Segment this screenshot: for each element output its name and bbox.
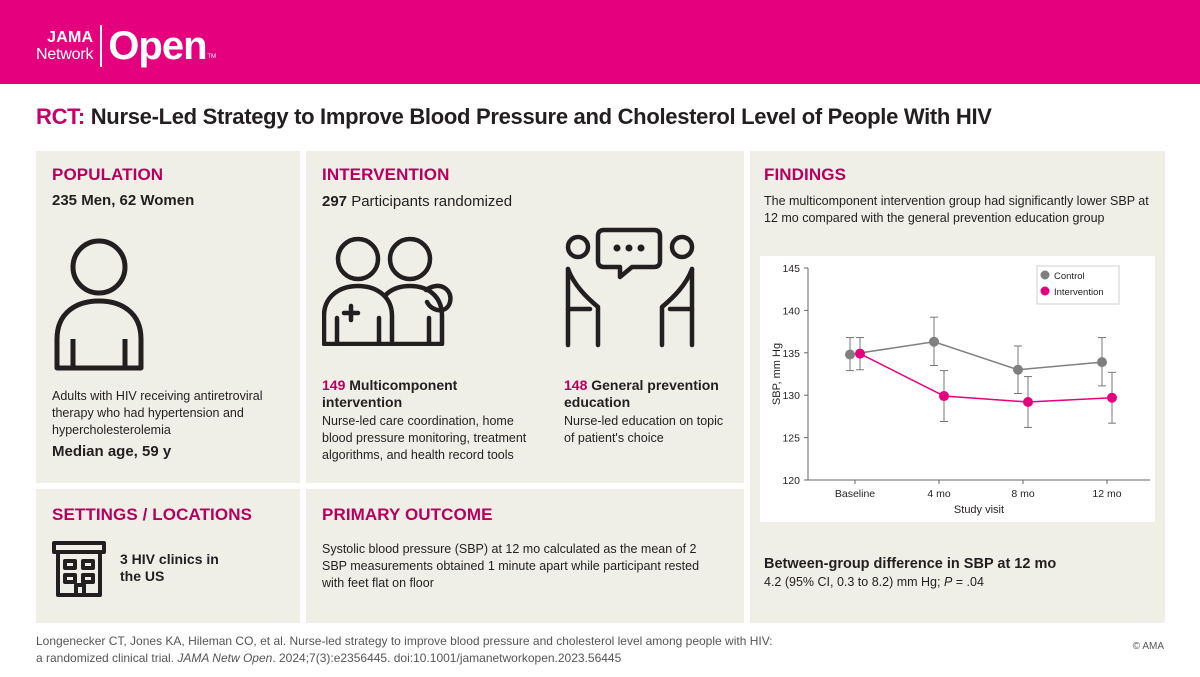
y-tick-label: 120: [782, 475, 800, 487]
arm1-description: Nurse-led care coordination, home blood …: [322, 414, 527, 462]
title-prefix: RCT:: [36, 104, 85, 129]
population-median-age: Median age, 59 y: [52, 443, 172, 460]
primary-outcome-heading: PRIMARY OUTCOME: [322, 505, 493, 524]
logo-open: Open: [108, 24, 207, 68]
citation-line2b: . 2024;7(3):e2356445. doi:10.1001/jamane…: [272, 651, 622, 665]
conversation-icon: [565, 227, 695, 348]
data-point-intervention: [1023, 396, 1033, 407]
arm2-description: Nurse-led education on topic of patient'…: [564, 414, 724, 445]
x-tick-label: 4 mo: [927, 488, 951, 500]
y-tick-label: 140: [782, 305, 800, 317]
legend-marker: [1040, 270, 1050, 280]
copyright: © AMA: [1132, 641, 1164, 652]
population-description: Adults with HIV receiving antiretroviral…: [52, 389, 263, 437]
data-point-intervention: [1107, 392, 1117, 403]
nurse-and-patient-icon: [322, 236, 453, 346]
page-title: RCT: Nurse-Led Strategy to Improve Blood…: [36, 104, 992, 130]
logo-divider: [100, 25, 103, 67]
intervention-heading: INTERVENTION: [322, 165, 450, 184]
primary-outcome-text: Systolic blood pressure (SBP) at 12 mo c…: [322, 542, 700, 590]
difference-text: 4.2 (95% CI, 0.3 to 8.2) mm Hg; P = .04: [764, 574, 984, 591]
legend-box: [1036, 265, 1120, 305]
settings-text: 3 HIV clinics in the US: [120, 551, 219, 584]
p-value: = .04: [952, 575, 984, 589]
series-line-intervention: [859, 352, 1113, 403]
x-tick-label: 12 mo: [1092, 488, 1121, 500]
population-summary: 235 Men, 62 Women: [52, 192, 195, 209]
arm1-count: 149: [322, 377, 346, 393]
data-point-control: [929, 336, 939, 347]
findings-heading: FINDINGS: [764, 165, 847, 184]
jama-network-open-logo[interactable]: JAMA Network Open TM: [36, 24, 216, 68]
series-line-control: [849, 341, 1103, 371]
data-point-control: [845, 349, 855, 360]
settings-panel: SETTINGS / LOCATIONS 3 HIV clinics in th…: [36, 489, 300, 623]
randomized-count-line: 297 Participants randomized: [322, 193, 512, 210]
intervention-panel: INTERVENTION 297 Participants randomized: [306, 151, 744, 483]
logo-network: Network: [36, 45, 94, 63]
title-text: Nurse-Led Strategy to Improve Blood Pres…: [90, 104, 992, 129]
citation-line2a: a randomized clinical trial.: [36, 651, 178, 665]
y-tick-label: 130: [782, 390, 800, 402]
header-bar: JAMA Network Open TM: [0, 0, 1200, 84]
primary-outcome-panel: PRIMARY OUTCOME Systolic blood pressure …: [306, 489, 744, 623]
y-tick-label: 125: [782, 433, 800, 445]
legend-label: Control: [1054, 271, 1085, 282]
data-point-intervention: [939, 391, 949, 402]
arm2-title: 148 General prevention education: [564, 377, 734, 411]
p-label: P: [943, 575, 953, 589]
sbp-line-chart: 120 125 130 135 140 145 Baseline 4 mo 8 mo 12 mo S…: [760, 256, 1155, 522]
legend-marker: [1040, 286, 1050, 296]
arm2-count: 148: [564, 377, 588, 393]
citation: Longenecker CT, Jones KA, Hileman CO, et…: [36, 633, 1036, 667]
findings-text: The multicomponent intervention group ha…: [764, 194, 1149, 225]
findings-panel: FINDINGS The multicomponent intervention…: [750, 151, 1165, 623]
randomized-count: 297: [322, 193, 348, 210]
logo-jama: JAMA: [47, 28, 94, 46]
arm1-title: 149 Multicomponent intervention: [322, 377, 522, 411]
data-point-control: [1013, 364, 1023, 375]
x-tick-label: Baseline: [835, 488, 875, 500]
x-axis-title: Study visit: [954, 504, 1004, 516]
population-panel: POPULATION 235 Men, 62 Women Adults with…: [36, 151, 300, 483]
legend-label: Intervention: [1054, 287, 1104, 298]
settings-heading: SETTINGS / LOCATIONS: [52, 505, 253, 524]
citation-line2: a randomized clinical trial. JAMA Netw O…: [36, 650, 1036, 667]
y-axis-title: SBP, mm Hg: [771, 343, 783, 405]
data-point-intervention: [855, 348, 865, 359]
y-tick-label: 145: [782, 263, 800, 275]
citation-journal: JAMA Netw Open: [177, 651, 273, 665]
person-icon: [54, 238, 144, 371]
difference-heading: Between-group difference in SBP at 12 mo: [764, 556, 1057, 572]
logo-trademark: TM: [207, 54, 217, 60]
x-tick-label: 8 mo: [1011, 488, 1035, 500]
arm2-title-text: General prevention education: [564, 377, 719, 410]
arm1-title-text: Multicomponent intervention: [322, 377, 458, 410]
y-tick-label: 135: [782, 348, 800, 360]
citation-line1: Longenecker CT, Jones KA, Hileman CO, et…: [36, 634, 773, 648]
difference-value: 4.2 (95% CI, 0.3 to 8.2) mm Hg;: [764, 575, 944, 589]
population-heading: POPULATION: [52, 165, 164, 184]
randomized-label: Participants randomized: [351, 193, 513, 210]
data-point-control: [1097, 357, 1107, 368]
building-icon: [52, 541, 106, 597]
